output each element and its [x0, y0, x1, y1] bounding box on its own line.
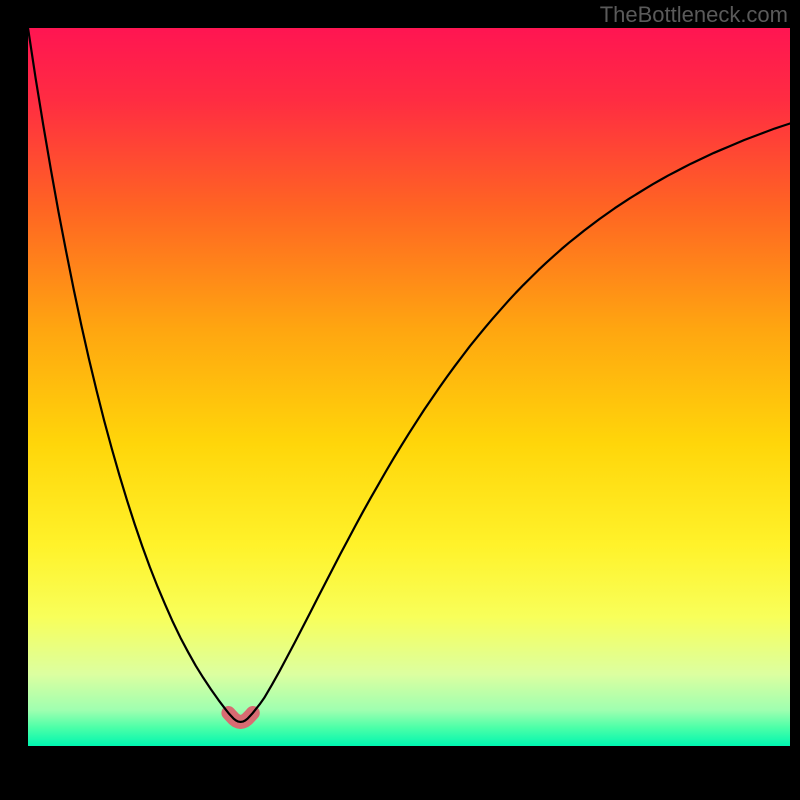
watermark-text: TheBottleneck.com — [600, 2, 788, 28]
chart-container: TheBottleneck.com — [0, 0, 800, 800]
plot-area — [28, 28, 790, 746]
bottleneck-curve-chart — [28, 28, 790, 746]
gradient-background — [28, 28, 790, 746]
